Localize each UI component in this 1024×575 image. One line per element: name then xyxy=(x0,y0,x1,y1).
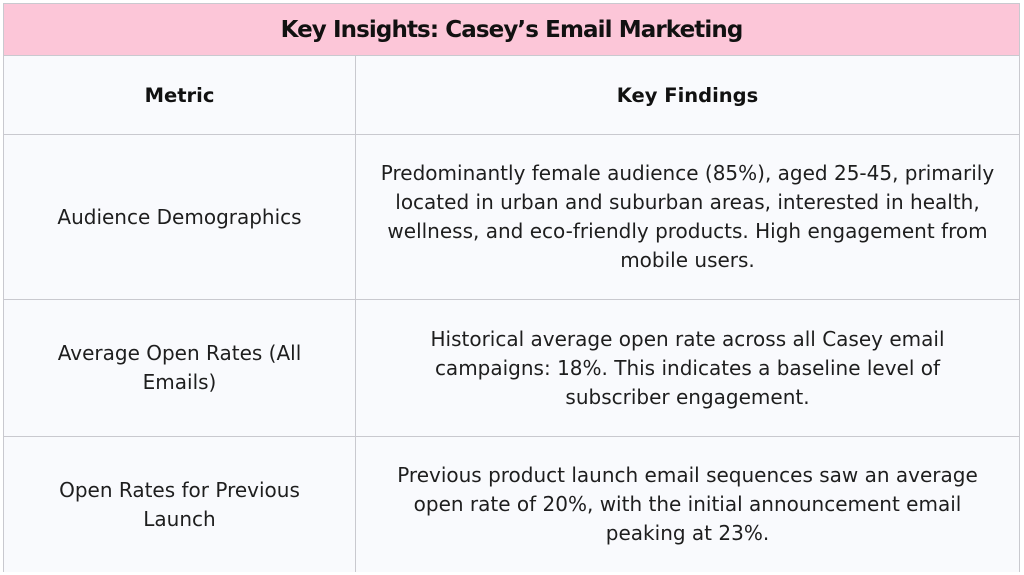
metric-cell-average-open-rates: Average Open Rates (All Emails) xyxy=(4,300,356,437)
insights-table-frame: Key Insights: Casey’s Email Marketing Me… xyxy=(3,3,1020,572)
metric-cell-audience-demographics: Audience Demographics xyxy=(4,135,356,300)
insights-table: Metric Key Findings Audience Demographic… xyxy=(4,56,1019,572)
finding-cell-previous-launch: Previous product launch email sequences … xyxy=(397,463,978,545)
finding-cell-average-open-rates: Historical average open rate across all … xyxy=(356,300,1019,437)
metric-cell-previous-launch: Open Rates for Previous Launch xyxy=(4,437,356,572)
finding-cell-audience-demographics: Predominantly female audience (85%), age… xyxy=(356,135,1019,300)
table-title: Key Insights: Casey’s Email Marketing xyxy=(4,4,1019,56)
column-header-key-findings: Key Findings xyxy=(356,56,1019,135)
column-header-metric: Metric xyxy=(4,56,356,135)
